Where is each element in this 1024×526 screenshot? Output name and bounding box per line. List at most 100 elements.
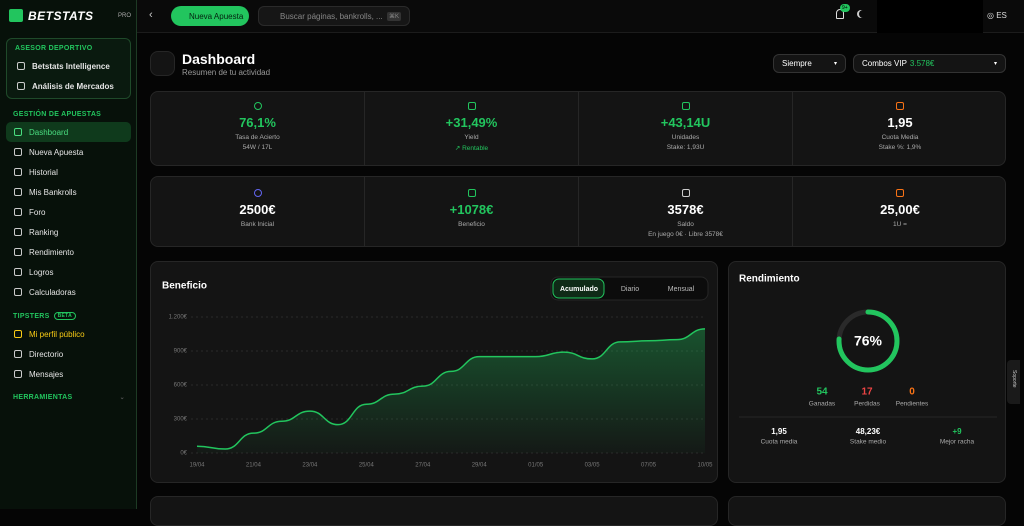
icon — [14, 128, 22, 136]
stat-label: Unidades — [671, 134, 700, 141]
sidebar: BETSTATS PRO ASESOR DEPORTIVO Betstats In… — [0, 0, 137, 509]
stats-row: 76,1% Tasa de Acierto 54W / 17L +31,49% Yiel… — [150, 91, 1006, 166]
nav-item[interactable]: Directorio — [0, 344, 136, 364]
new-bet-button[interactable]: Nueva Apuesta — [171, 6, 249, 26]
subtitle: Resumen de tu actividad — [182, 68, 271, 77]
count-label: Pendientes — [896, 401, 929, 408]
stat-sub: En juego 0€ · Libre 3578€ — [648, 231, 723, 238]
stat: +1078€ Beneficio — [365, 177, 579, 246]
stat-value: 2500€ — [239, 202, 276, 217]
nav-item[interactable]: Foro — [0, 202, 136, 222]
icon — [14, 288, 22, 296]
nav-item[interactable]: Dashboard — [6, 122, 131, 142]
tab[interactable]: Mensual — [668, 286, 695, 293]
label: Betstats Intelligence — [32, 61, 110, 71]
label: Historial — [29, 167, 58, 177]
support-tab[interactable]: Soporte — [1007, 360, 1020, 404]
stat-label: Cuota Media — [881, 134, 919, 141]
lang: ES — [996, 11, 1007, 20]
x-tick-label: 21/04 — [246, 463, 262, 469]
bankroll-select[interactable]: Combos VIP 3.578€ ▾ — [853, 54, 1006, 73]
label: Rendimiento — [29, 247, 74, 257]
chevron: ▾ — [993, 61, 997, 67]
performance-card: Rendimiento 76% 54 Ganadas 17 Perdidas 0 Pend… — [728, 261, 1006, 483]
shortcut: ⌘K — [386, 12, 401, 21]
stat: 2500€ Bank Inicial — [151, 177, 365, 246]
label: GESTIÓN DE APUESTAS — [13, 111, 102, 118]
search[interactable]: Buscar páginas, bankrolls, ... ⌘K — [258, 6, 410, 26]
stat-label: Bank Inicial — [240, 221, 275, 228]
detail-value: 1,95 — [771, 427, 787, 436]
chevron: ▾ — [833, 61, 837, 67]
section-title: GESTIÓN DE APUESTAS — [0, 111, 136, 118]
nav-item[interactable]: Mi perfil público — [0, 324, 136, 344]
chart-card: Beneficio Acumulado Diario Mensual 0€ 300€ 60… — [150, 261, 718, 483]
stat: 1,95 Cuota Media Stake %: 1,9% — [793, 92, 1007, 165]
icon — [17, 82, 25, 90]
x-tick-label: 29/04 — [472, 463, 488, 469]
stat-icon — [896, 102, 904, 110]
nav-section: HERRAMIENTAS ⌄ — [0, 392, 136, 401]
nav-item[interactable]: Logros — [0, 262, 136, 282]
stat-label: Tasa de Acierto — [235, 134, 280, 141]
logo: BETSTATS — [28, 9, 94, 23]
nav-item[interactable]: Análisis de Mercados — [7, 76, 130, 96]
label: Calculadoras — [29, 287, 76, 297]
stat-icon — [896, 189, 904, 197]
topbar: ‹ Nueva Apuesta Buscar páginas, bankroll… — [137, 0, 1024, 33]
theme[interactable] — [859, 10, 867, 18]
x-tick-label: 23/04 — [302, 463, 318, 469]
nav-item[interactable]: Mensajes — [0, 364, 136, 384]
period-select[interactable]: Siempre ▾ — [773, 54, 846, 73]
label: Mi perfil público — [29, 329, 85, 339]
back[interactable]: ‹ — [149, 9, 153, 21]
stat-icon — [253, 102, 262, 110]
x-tick-label: 27/04 — [415, 463, 431, 469]
nav-item[interactable]: Mis Bankrolls — [0, 182, 136, 202]
nav-item[interactable]: Calculadoras — [0, 282, 136, 302]
placeholder: Buscar páginas, bankrolls, ... — [280, 12, 383, 21]
x-tick-label: 25/04 — [359, 463, 375, 469]
x-tick-label: 07/05 — [641, 463, 657, 469]
tab-active — [552, 278, 605, 299]
tab[interactable]: Acumulado — [560, 286, 598, 293]
label: ASESOR DEPORTIVO — [15, 45, 93, 52]
language[interactable]: ◎ ES — [987, 11, 1007, 20]
stat: 76,1% Tasa de Acierto 54W / 17L — [151, 92, 365, 165]
stat: +43,14U Unidades Stake: 1,93U — [579, 92, 793, 165]
x-tick-label: 10/05 — [697, 463, 713, 469]
header-icon — [150, 51, 175, 76]
stat-value: +1078€ — [449, 202, 494, 217]
badge: BETA — [53, 312, 77, 320]
label: Foro — [29, 207, 46, 217]
label: Mis Bankrolls — [29, 187, 77, 197]
icon — [14, 248, 22, 256]
stat-value: 25,00€ — [880, 202, 920, 217]
nav-item[interactable]: Rendimiento — [0, 242, 136, 262]
label: Nueva Apuesta — [189, 11, 244, 21]
nav-item[interactable]: Ranking — [0, 222, 136, 242]
stats-row: 2500€ Bank Inicial +1078€ Beneficio 3578€ Sal… — [150, 176, 1006, 247]
stat-icon — [467, 102, 476, 110]
label: Ranking — [29, 227, 59, 237]
y-tick-label: 0€ — [180, 451, 187, 457]
label: TIPSTERS — [13, 312, 50, 320]
stat-label: Yield — [464, 134, 479, 141]
x-tick-label: 19/04 — [189, 463, 205, 469]
nav-item[interactable]: Nueva Apuesta — [0, 142, 136, 162]
avatar — [877, 0, 983, 33]
badge: 9+ — [840, 4, 850, 12]
title: Rendimiento — [739, 274, 800, 285]
nav-item[interactable]: Betstats Intelligence — [7, 56, 130, 76]
chevron: ⌄ — [119, 395, 125, 401]
icon — [14, 350, 22, 358]
value: 3.578€ — [909, 59, 935, 68]
stat-value: 3578€ — [667, 202, 704, 217]
stat-value: 76,1% — [239, 115, 276, 130]
tab[interactable]: Diario — [621, 286, 639, 293]
label: Directorio — [29, 349, 64, 359]
count-value: 54 — [816, 387, 828, 398]
logo-icon — [9, 9, 23, 22]
nav-item[interactable]: Historial — [0, 162, 136, 182]
